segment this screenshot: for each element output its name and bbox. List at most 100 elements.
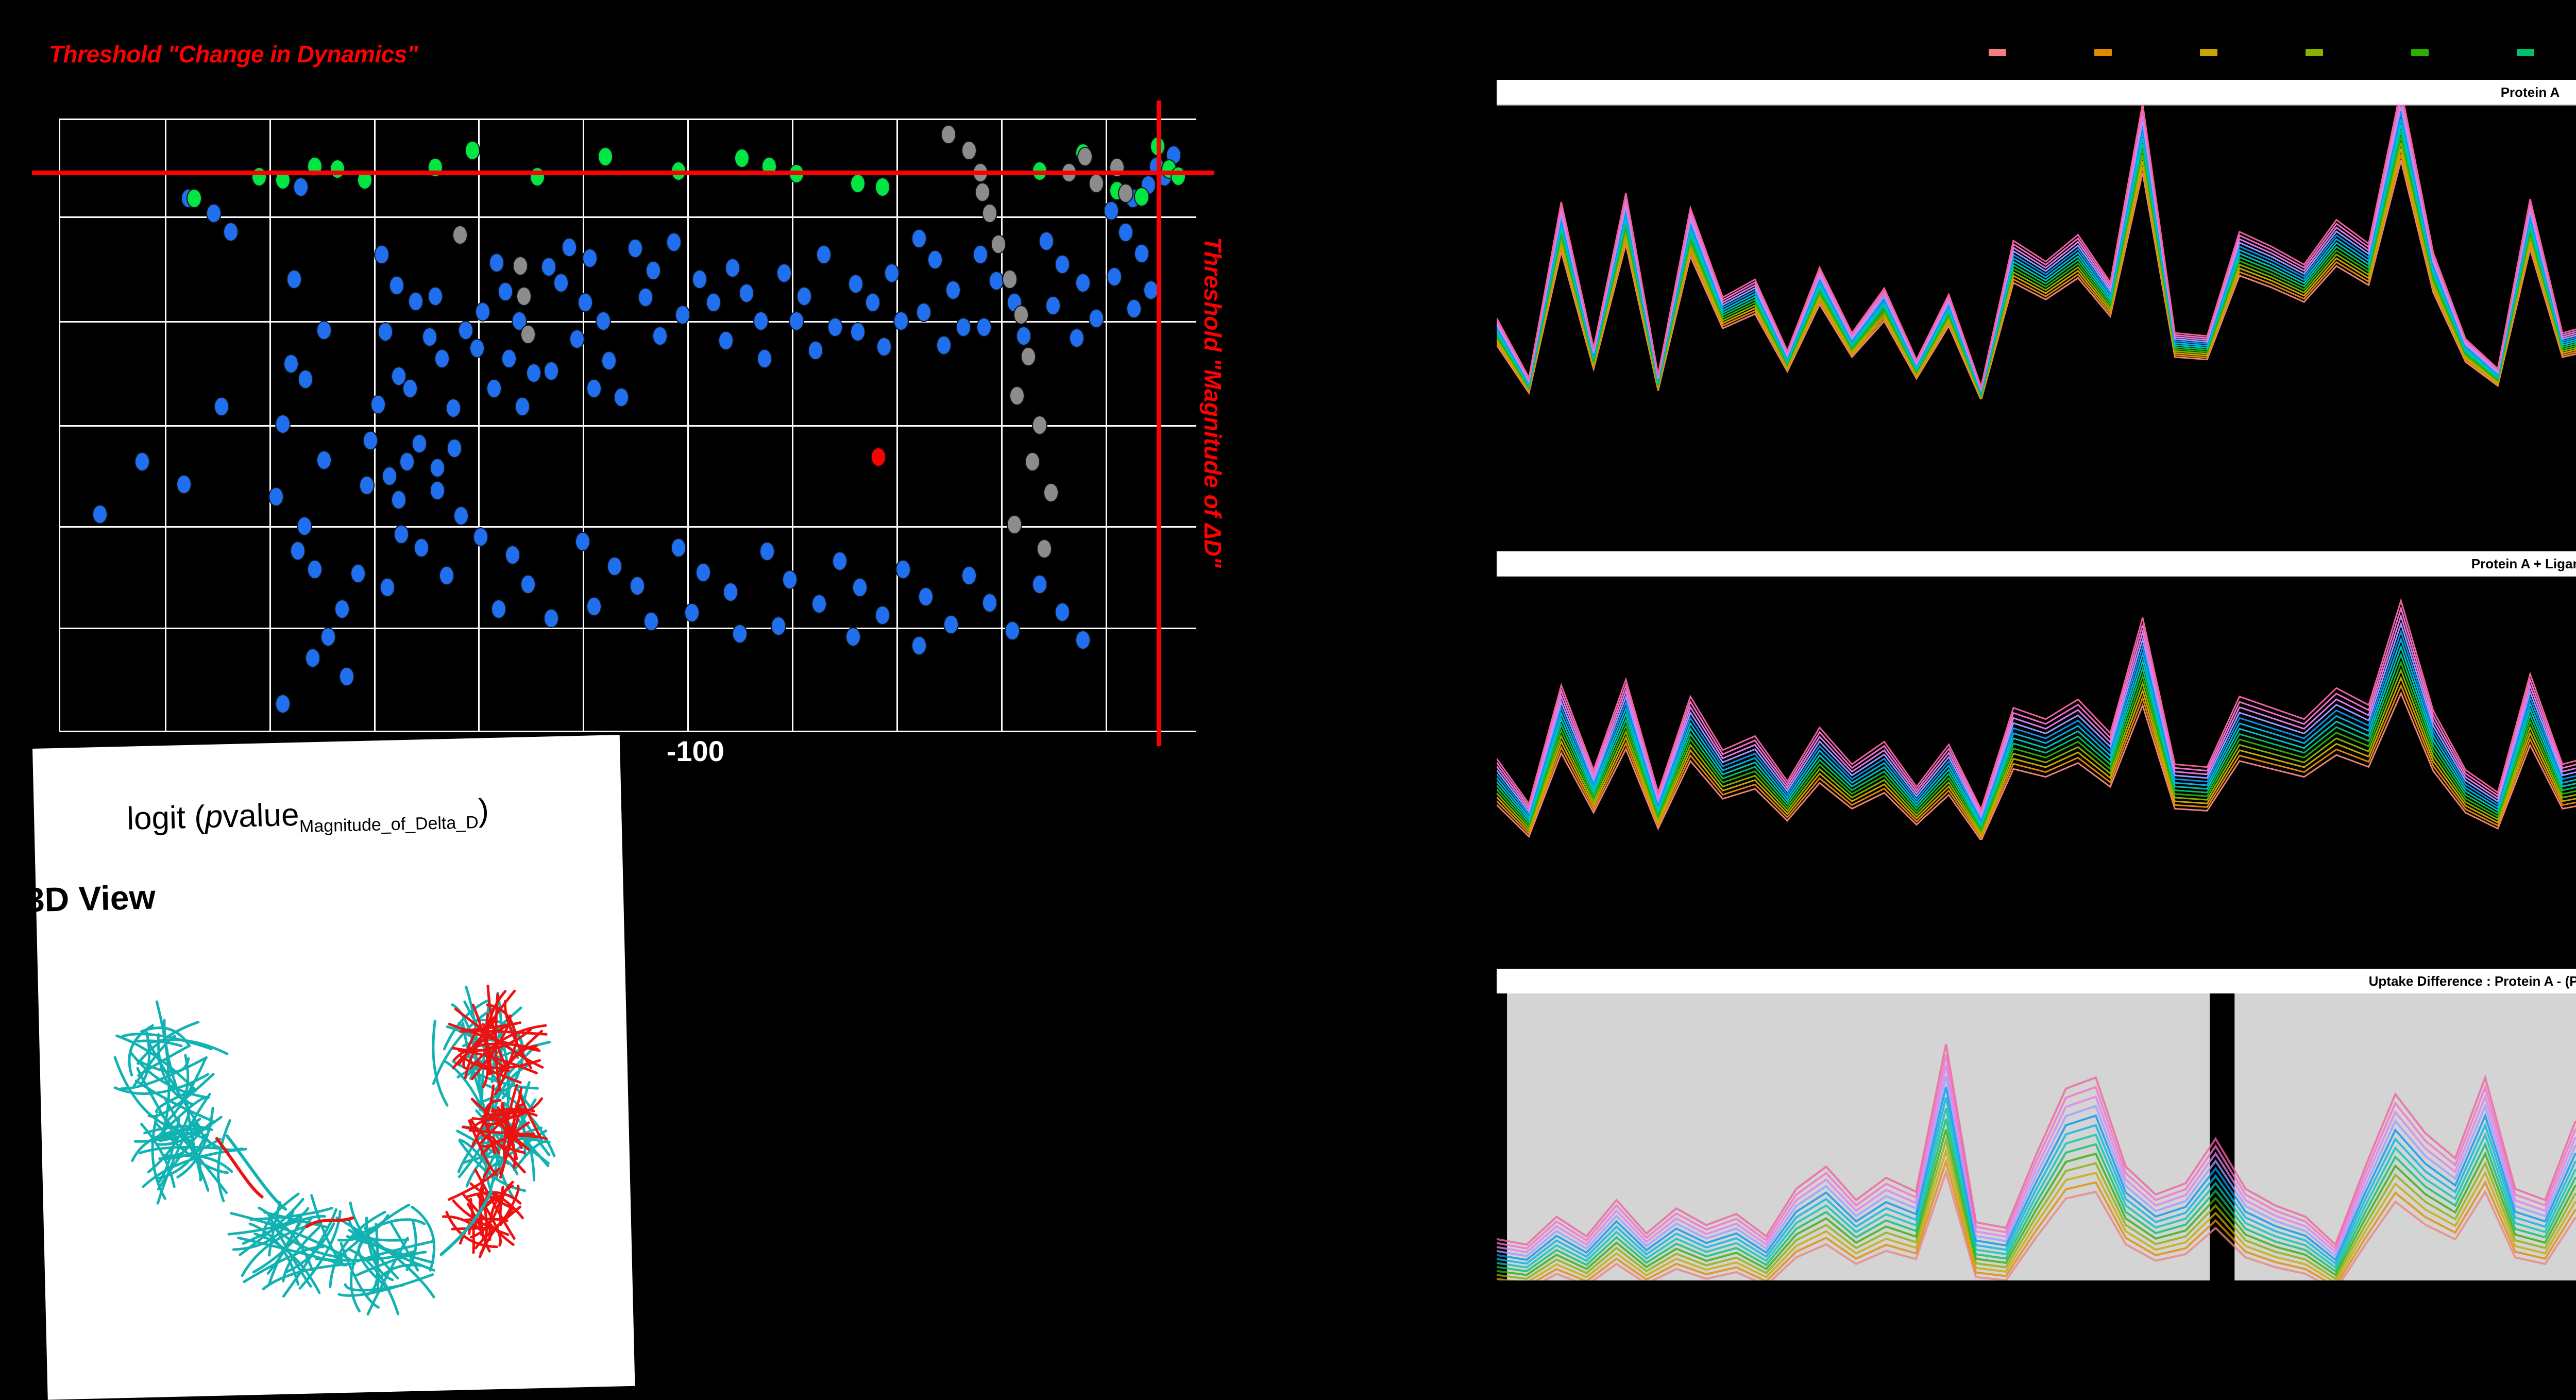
scatter-point[interactable] <box>134 452 150 472</box>
scatter-point[interactable] <box>1069 328 1085 348</box>
scatter-point[interactable] <box>943 614 959 634</box>
scatter-point[interactable] <box>961 565 977 585</box>
scatter-point[interactable] <box>692 269 708 289</box>
scatter-plot-area[interactable] <box>60 119 1196 732</box>
scatter-point[interactable] <box>458 320 474 340</box>
scatter-point[interactable] <box>788 311 804 331</box>
scatter-point[interactable] <box>696 562 711 582</box>
scatter-point[interactable] <box>526 363 542 383</box>
scatter-point[interactable] <box>981 593 997 613</box>
scatter-point[interactable] <box>1015 326 1031 346</box>
structure-view-card[interactable]: logit (pvalueMagnitude_of_Delta_D) 3D Vi… <box>25 735 635 1400</box>
scatter-point[interactable] <box>370 394 386 414</box>
scatter-point[interactable] <box>1126 298 1142 318</box>
scatter-point[interactable] <box>759 542 775 562</box>
scatter-point[interactable] <box>561 237 577 257</box>
scatter-point[interactable] <box>438 565 454 585</box>
scatter-point[interactable] <box>876 336 892 357</box>
scatter-point[interactable] <box>427 286 443 307</box>
scatter-point[interactable] <box>1134 243 1150 263</box>
plot-canvas-protein-a-ligand[interactable] <box>1497 576 2576 840</box>
scatter-point[interactable] <box>816 245 832 265</box>
scatter-point[interactable] <box>530 167 546 187</box>
scatter-point[interactable] <box>718 330 734 350</box>
scatter-point[interactable] <box>391 490 407 510</box>
scatter-point[interactable] <box>491 599 507 619</box>
scatter-point[interactable] <box>408 291 424 311</box>
plot-protein-a[interactable]: Protein A <box>1497 80 2576 399</box>
scatter-point[interactable] <box>1134 187 1150 207</box>
scatter-point[interactable] <box>402 378 418 398</box>
scatter-point[interactable] <box>811 594 827 614</box>
scatter-point[interactable] <box>275 414 291 434</box>
scatter-point[interactable] <box>307 559 323 579</box>
scatter-point[interactable] <box>577 293 593 312</box>
scatter-point[interactable] <box>770 616 786 636</box>
scatter-point[interactable] <box>1013 305 1029 325</box>
scatter-point[interactable] <box>359 475 375 495</box>
scatter-point[interactable] <box>757 349 773 369</box>
scatter-point[interactable] <box>430 458 446 478</box>
scatter-point[interactable] <box>511 311 527 331</box>
scatter-point[interactable] <box>1107 267 1123 287</box>
scatter-point[interactable] <box>377 322 393 342</box>
scatter-point[interactable] <box>206 204 222 224</box>
legend-swatch[interactable] <box>2094 49 2112 56</box>
scatter-point[interactable] <box>553 273 569 293</box>
scatter-point[interactable] <box>753 311 769 331</box>
scatter-point[interactable] <box>595 311 611 331</box>
scatter-point[interactable] <box>1009 385 1025 406</box>
scatter-point[interactable] <box>598 146 614 166</box>
scatter-point[interactable] <box>1077 146 1093 166</box>
scatter-point[interactable] <box>1007 514 1023 534</box>
scatter-point[interactable] <box>374 245 389 265</box>
scatter-point[interactable] <box>214 397 230 417</box>
scatter-point[interactable] <box>516 286 532 307</box>
scatter-point[interactable] <box>627 239 643 259</box>
scatter-point[interactable] <box>732 623 748 644</box>
scatter-point[interactable] <box>421 327 437 347</box>
scatter-point[interactable] <box>293 177 309 197</box>
scatter-point[interactable] <box>643 611 659 631</box>
scatter-point[interactable] <box>1045 295 1061 315</box>
scatter-point[interactable] <box>286 269 302 289</box>
scatter-point[interactable] <box>330 159 346 179</box>
scatter-point[interactable] <box>776 263 792 283</box>
scatter-point[interactable] <box>1038 231 1054 251</box>
scatter-point[interactable] <box>338 666 354 686</box>
scatter-point[interactable] <box>870 447 886 467</box>
scatter-point[interactable] <box>1088 308 1104 328</box>
scatter-point[interactable] <box>1043 482 1059 502</box>
scatter-point[interactable] <box>738 283 754 303</box>
scatter-point[interactable] <box>848 274 863 294</box>
scatter-point[interactable] <box>304 648 320 668</box>
scatter-point[interactable] <box>852 578 868 598</box>
scatter-point[interactable] <box>582 248 598 268</box>
scatter-point[interactable] <box>316 450 332 470</box>
scatter-point[interactable] <box>893 311 909 331</box>
scatter-point[interactable] <box>501 349 517 369</box>
scatter-point[interactable] <box>973 245 989 265</box>
scatter-point[interactable] <box>362 430 378 450</box>
scatter-point[interactable] <box>734 148 750 168</box>
scatter-point[interactable] <box>832 551 848 571</box>
scatter-point[interactable] <box>543 608 559 628</box>
scatter-point[interactable] <box>652 326 668 346</box>
scatter-point[interactable] <box>586 597 602 617</box>
scatter-point[interactable] <box>981 204 997 224</box>
scatter-point[interactable] <box>865 293 880 312</box>
scatter-point[interactable] <box>176 475 192 495</box>
scatter-point[interactable] <box>911 229 927 249</box>
legend-swatch[interactable] <box>2517 49 2534 56</box>
scatter-point[interactable] <box>637 288 653 308</box>
scatter-point[interactable] <box>488 252 504 273</box>
scatter-point[interactable] <box>1036 539 1052 559</box>
scatter-point[interactable] <box>875 177 891 197</box>
scatter-point[interactable] <box>447 438 463 459</box>
scatter-point[interactable] <box>414 538 430 558</box>
scatter-point[interactable] <box>411 433 427 453</box>
legend-swatch[interactable] <box>2306 49 2323 56</box>
scatter-point[interactable] <box>936 335 952 356</box>
scatter-point[interactable] <box>251 167 267 187</box>
protein-ribbon-diagram[interactable] <box>57 921 614 1387</box>
